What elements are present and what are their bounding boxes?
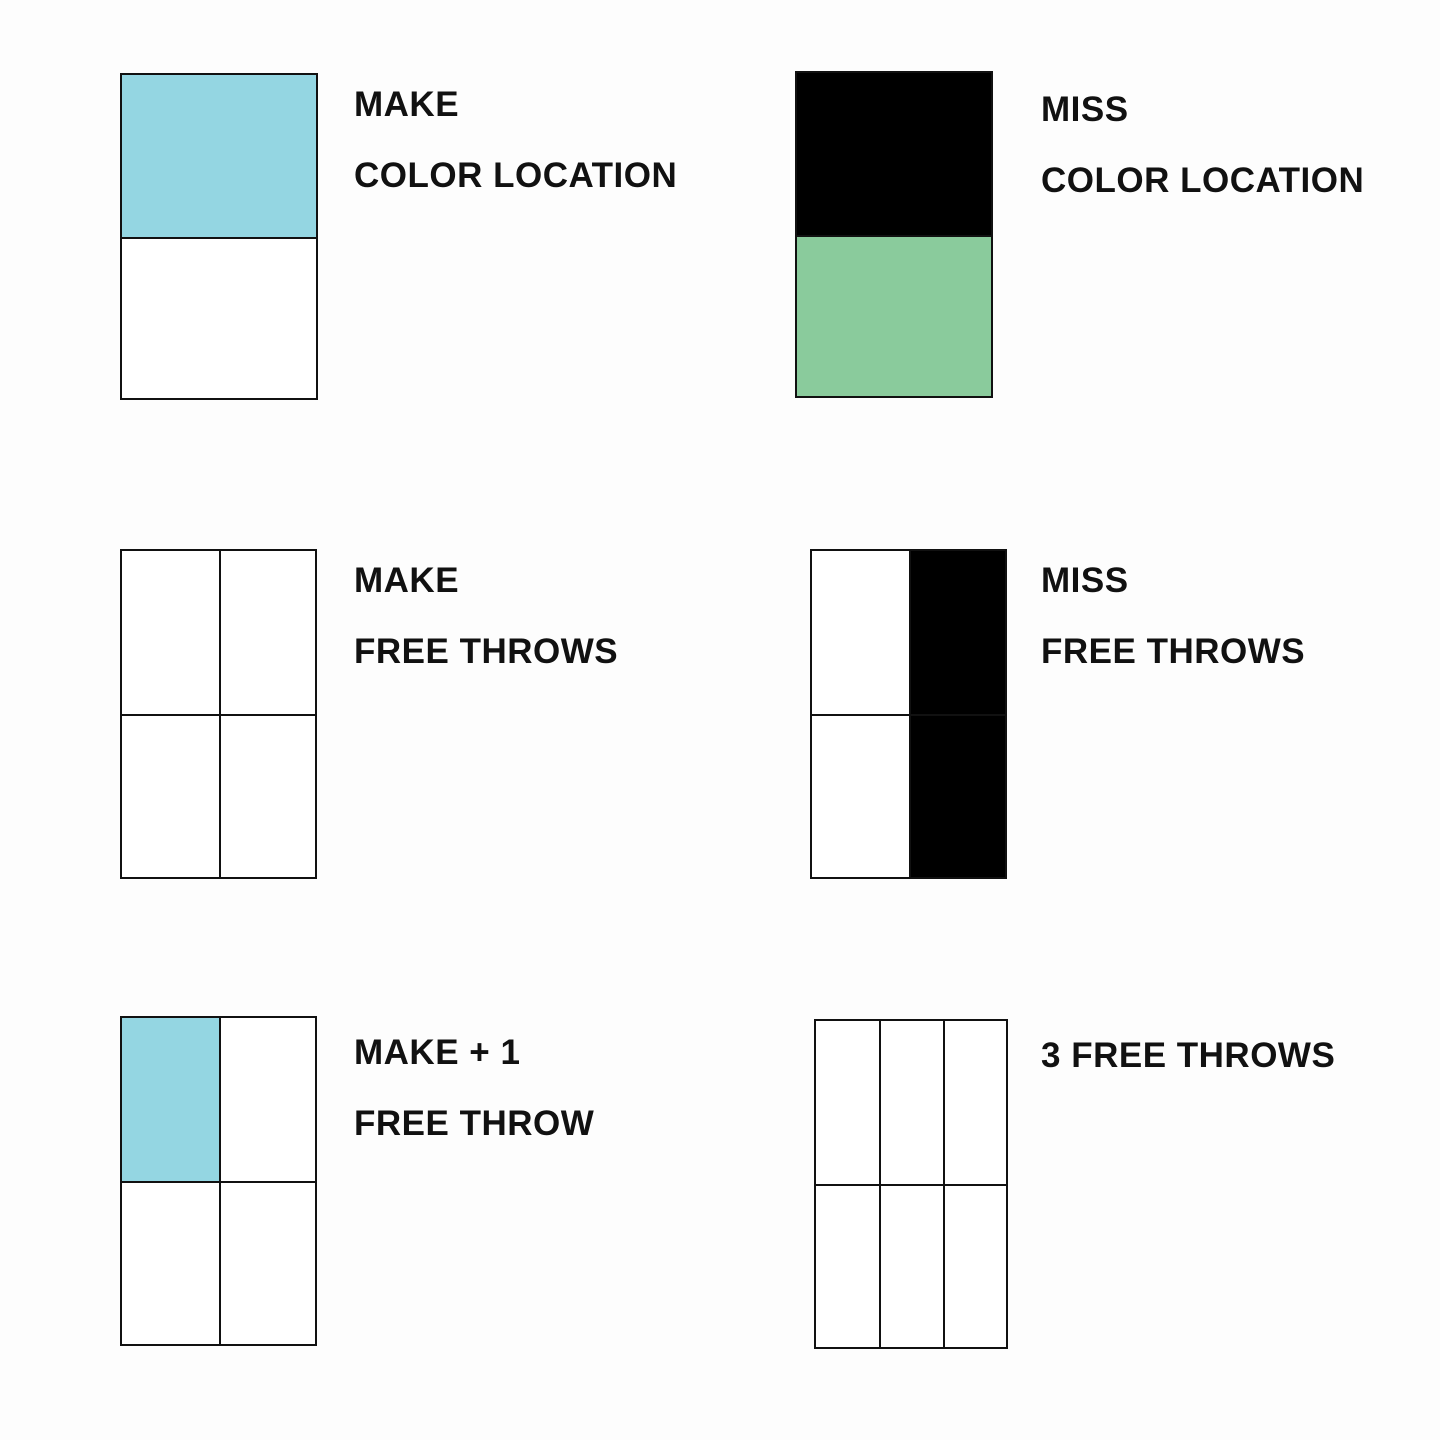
label-line: FREE THROWS <box>354 632 619 671</box>
label-line: FREE THROW <box>354 1104 595 1143</box>
label-line: MISS <box>1041 90 1129 129</box>
make-free-throws-label: MAKE FREE THROWS <box>354 563 618 669</box>
grid-cell-black <box>797 73 991 235</box>
grid-cell-blue <box>122 1018 219 1181</box>
grid-cell-white <box>812 714 909 877</box>
grid-cell-white <box>218 551 315 714</box>
grid-cell-white <box>879 1021 943 1184</box>
grid-cell-white <box>122 1181 219 1344</box>
grid-cell-white <box>816 1184 880 1347</box>
grid-cell-white <box>816 1021 880 1184</box>
make-free-throws-box <box>120 549 317 879</box>
grid-cell-white <box>218 1181 315 1344</box>
make-plus-one-free-throw-box <box>120 1016 317 1346</box>
make-color-location-box <box>120 73 318 400</box>
grid-cell-white <box>122 551 219 714</box>
grid-cell-white <box>218 1018 315 1181</box>
label-line: MAKE <box>354 561 460 600</box>
make-color-location-label: MAKE COLOR LOCATION <box>354 87 677 193</box>
three-free-throws-label: 3 FREE THROWS <box>1041 1038 1335 1073</box>
label-line: COLOR LOCATION <box>354 156 678 195</box>
label-line: MAKE + 1 <box>354 1033 521 1072</box>
miss-free-throws-box <box>810 549 1007 879</box>
miss-color-location-label: MISS COLOR LOCATION <box>1041 92 1364 198</box>
grid-cell-black <box>908 551 1005 714</box>
grid-cell-white <box>218 714 315 877</box>
grid-cell-white <box>122 714 219 877</box>
miss-color-location-box <box>795 71 993 398</box>
label-line: 3 FREE THROWS <box>1041 1036 1336 1075</box>
grid-cell-green <box>797 234 991 396</box>
grid-cell-white <box>942 1021 1006 1184</box>
label-line: FREE THROWS <box>1041 632 1306 671</box>
make-plus-one-free-throw-label: MAKE + 1 FREE THROW <box>354 1035 594 1141</box>
miss-free-throws-label: MISS FREE THROWS <box>1041 563 1305 669</box>
grid-cell-black <box>908 714 1005 877</box>
three-free-throws-box <box>814 1019 1008 1349</box>
grid-cell-white <box>879 1184 943 1347</box>
grid-cell-white <box>122 236 316 398</box>
label-line: COLOR LOCATION <box>1041 161 1365 200</box>
grid-cell-blue <box>122 75 316 237</box>
grid-cell-white <box>812 551 909 714</box>
label-line: MISS <box>1041 561 1129 600</box>
grid-cell-white <box>942 1184 1006 1347</box>
label-line: MAKE <box>354 85 460 124</box>
